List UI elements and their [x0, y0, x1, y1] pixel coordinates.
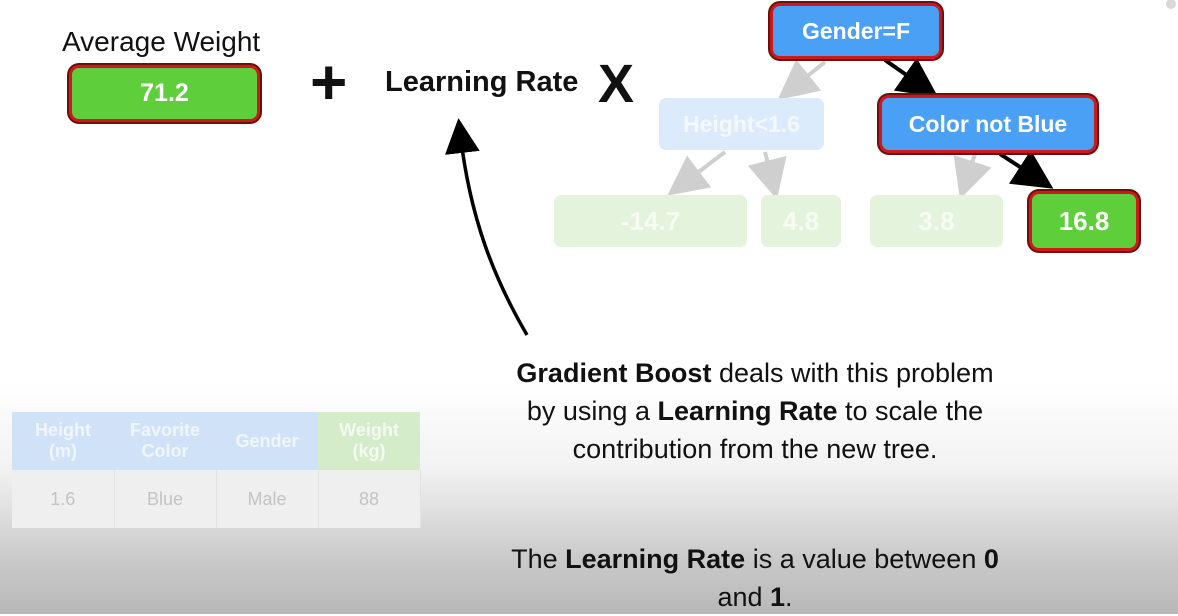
header-height: Height (m) — [12, 412, 114, 470]
explanation-bold-2: Learning Rate — [657, 396, 838, 426]
header-weight-line2: (kg) — [352, 441, 386, 461]
edge-left-leaf2 — [747, 151, 787, 200]
explanation-text-2: to scale the contribution from the new t… — [572, 396, 984, 464]
data-table: Height (m) Favorite Color Gender Weight … — [12, 412, 421, 528]
tree-leaf-2: 4.8 — [761, 195, 841, 247]
note-and: and — [717, 582, 770, 612]
edge-right-leaf3 — [953, 153, 992, 200]
corner-logo-icon — [1166, 0, 1176, 9]
note-zero: 0 — [983, 544, 999, 574]
cell-gender: Male — [216, 470, 319, 528]
average-weight-label: Average Weight — [62, 26, 261, 57]
header-gender-line1: Gender — [235, 430, 299, 451]
cell-color: Blue — [114, 470, 217, 528]
header-weight: Weight (kg) — [318, 412, 420, 470]
header-favorite-color: Favorite Color — [114, 412, 216, 470]
header-color-line2: Color — [141, 441, 189, 461]
plus-sign: + — [310, 46, 348, 118]
header-weight-line1: Weight — [339, 420, 399, 440]
note-one: 1 — [770, 582, 786, 612]
tree-right-node: Color not Blue — [882, 98, 1094, 150]
pointer-arrow — [444, 118, 529, 336]
header-color-line1: Favorite — [129, 420, 201, 440]
header-gender: Gender — [216, 412, 318, 470]
average-weight-value: 71.2 — [72, 68, 257, 119]
note-mid: is a value between — [745, 544, 984, 574]
tree-leaf-1: -14.7 — [554, 195, 747, 247]
tree-leaf-4: 16.8 — [1032, 194, 1136, 248]
note-bold: Learning Rate — [565, 544, 746, 574]
edge-left-leaf1 — [667, 150, 727, 196]
tree-leaf-3: 3.8 — [870, 195, 1003, 247]
header-height-line1: Height — [35, 420, 91, 440]
cell-weight: 88 — [318, 470, 421, 528]
header-height-line2: (m) — [49, 441, 77, 461]
note-pre: The — [511, 544, 566, 574]
explanation-text: Gradient Boost deals with this problem b… — [500, 354, 1010, 468]
edge-root-left — [777, 59, 827, 100]
explanation-text-1: deals with this problem by using a — [526, 358, 994, 426]
tree-left-node: Height<1.6 — [659, 98, 824, 150]
edge-right-leaf4 — [998, 150, 1054, 189]
table-row: 1.6 Blue Male 88 — [12, 470, 421, 528]
tree-root-node: Gender=F — [773, 6, 939, 56]
explanation-bold-1: Gradient Boost — [516, 358, 712, 388]
note-end: . — [785, 582, 793, 612]
multiply-sign: X — [598, 54, 635, 114]
edge-root-right — [883, 57, 939, 98]
learning-rate-note: The Learning Rate is a value between 0 a… — [500, 540, 1010, 616]
cell-height: 1.6 — [12, 470, 115, 528]
learning-rate-label: Learning Rate — [385, 66, 579, 98]
table-header-row: Height (m) Favorite Color Gender Weight … — [12, 412, 420, 470]
